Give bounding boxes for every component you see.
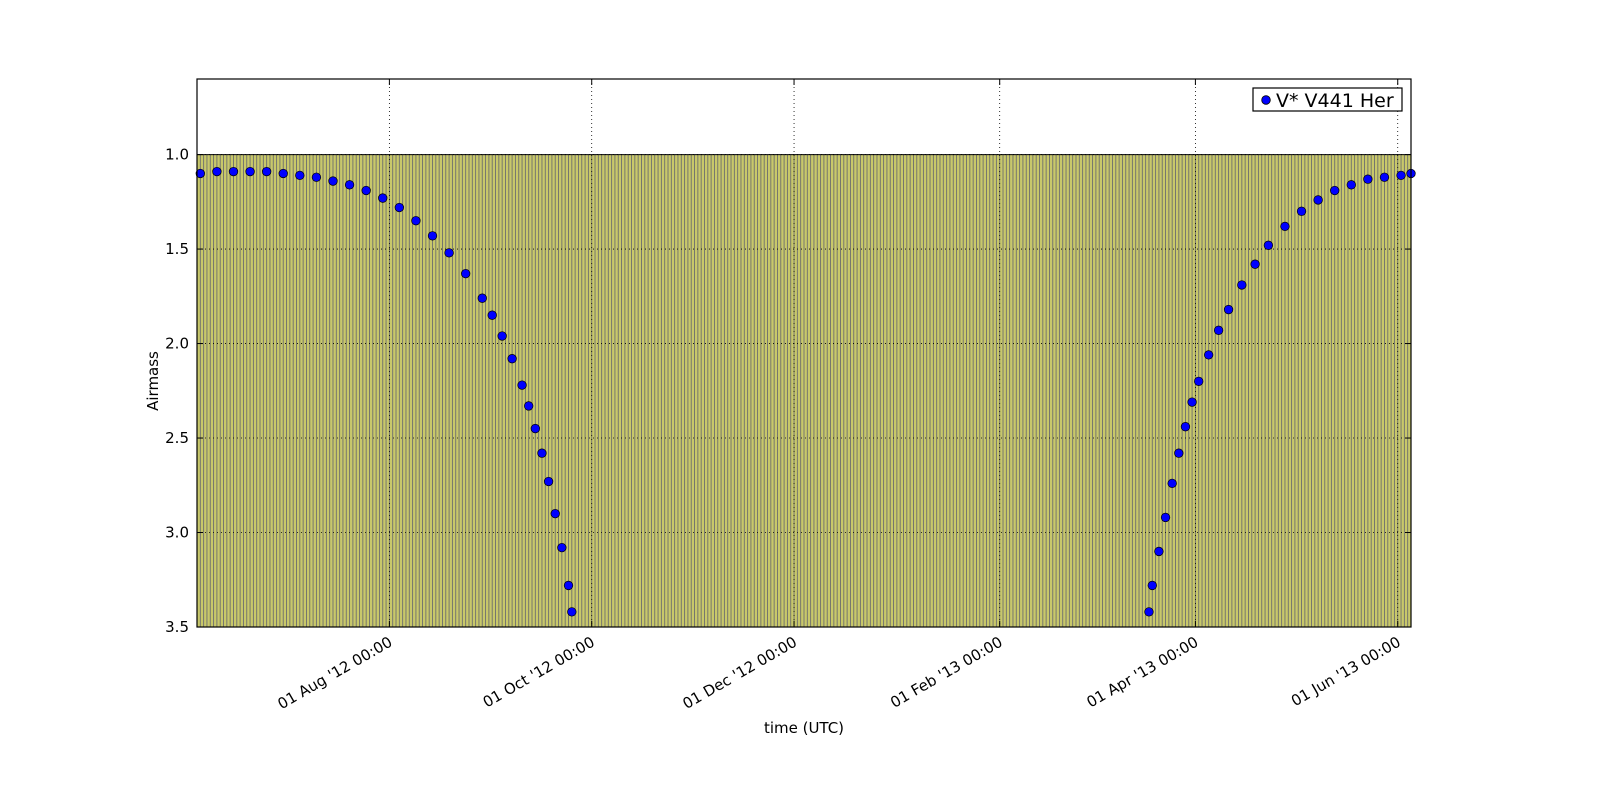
data-point <box>543 476 554 487</box>
y-axis-label: Airmass <box>144 351 162 411</box>
x-tick-label: 01 Apr '13 00:00 <box>1083 633 1201 711</box>
data-point <box>567 607 577 617</box>
data-point <box>1346 180 1356 190</box>
x-tick-label: 01 Oct '12 00:00 <box>480 633 598 711</box>
data-point <box>487 310 497 320</box>
data-point <box>1180 422 1191 432</box>
data-point <box>497 331 507 341</box>
data-point <box>212 166 222 177</box>
legend-box <box>1252 87 1403 112</box>
data-point <box>1160 512 1171 523</box>
data-point <box>1204 350 1214 360</box>
legend-marker <box>1261 95 1271 105</box>
y-tick-label: 3.5 <box>165 618 189 636</box>
data-point <box>530 423 540 434</box>
data-point <box>550 508 560 519</box>
y-axis: 1.0 1.5 2.0 2.5 3.0 3.5 <box>165 146 1411 636</box>
observability-band <box>196 154 1412 627</box>
data-point <box>295 170 305 181</box>
y-tick-label: 2.5 <box>165 429 189 447</box>
data-point <box>411 216 421 226</box>
data-point <box>1250 259 1260 269</box>
plot-frame <box>196 78 1412 628</box>
data-point <box>344 180 355 190</box>
data-point <box>1313 195 1323 205</box>
data-point <box>1144 607 1154 617</box>
data-point <box>1167 478 1177 489</box>
data-point <box>311 172 322 182</box>
data-point <box>1223 304 1234 315</box>
data-point <box>557 542 567 553</box>
y-tick-label: 1.5 <box>165 240 189 258</box>
data-point <box>1154 546 1164 557</box>
data-point <box>1147 580 1157 591</box>
legend: V* V441 Her <box>1252 87 1403 112</box>
data-point <box>507 354 517 364</box>
data-point <box>278 168 288 179</box>
data-point <box>394 202 404 213</box>
data-point <box>245 166 255 177</box>
data-point <box>1174 448 1184 458</box>
data-point <box>1194 376 1204 386</box>
series-v441-her <box>195 166 1416 617</box>
x-axis-label: time (UTC) <box>764 719 844 737</box>
x-tick-label: 01 Jun '13 00:00 <box>1288 633 1404 710</box>
grid <box>197 79 1411 628</box>
data-point <box>427 231 438 241</box>
legend-label: V* V441 Her <box>1276 90 1394 112</box>
data-point <box>524 401 534 411</box>
x-tick-label: 01 Feb '13 00:00 <box>887 633 1005 712</box>
data-point <box>1330 185 1340 196</box>
data-point <box>228 166 239 177</box>
data-point <box>517 380 527 390</box>
data-point <box>1263 240 1274 250</box>
band-stripes <box>196 154 1412 627</box>
data-point <box>1213 325 1224 335</box>
data-point <box>1280 221 1290 232</box>
data-point <box>1379 172 1390 182</box>
data-point <box>328 176 338 186</box>
data-point <box>563 580 574 591</box>
data-point <box>262 166 272 177</box>
data-point <box>1396 170 1406 181</box>
x-tick-label: 01 Aug '12 00:00 <box>275 633 396 713</box>
data-point <box>361 185 371 196</box>
x-tick-label: 01 Dec '12 00:00 <box>679 633 800 713</box>
data-point <box>1187 397 1197 407</box>
data-point <box>1237 280 1247 290</box>
y-tick-label: 3.0 <box>165 524 189 542</box>
data-point <box>1296 206 1307 216</box>
data-point <box>378 193 388 203</box>
data-point <box>444 248 454 258</box>
data-point <box>537 448 547 458</box>
data-point <box>477 293 487 303</box>
data-point <box>1363 174 1373 184</box>
data-point <box>195 168 205 179</box>
data-point <box>461 268 471 279</box>
y-tick-label: 2.0 <box>165 335 189 353</box>
y-tick-label: 1.0 <box>165 146 189 164</box>
